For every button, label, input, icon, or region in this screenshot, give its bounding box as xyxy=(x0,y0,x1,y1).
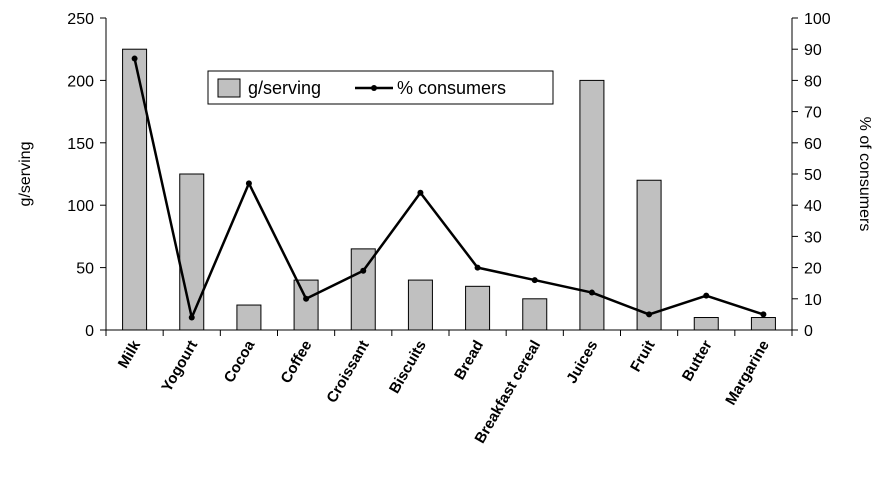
category-label: Cocoa xyxy=(221,337,259,386)
consumers-point xyxy=(588,289,595,296)
bar xyxy=(465,285,491,331)
bar xyxy=(407,279,433,331)
y-tick-label-right: 20 xyxy=(804,261,822,278)
consumers-point xyxy=(131,55,138,62)
y-tick-label-left: 250 xyxy=(67,11,94,28)
bar xyxy=(750,317,776,331)
y-tick-label-right: 60 xyxy=(804,136,822,153)
y-axis-title-right: % of consumers xyxy=(856,117,873,232)
consumers-point xyxy=(188,314,195,321)
consumers-point xyxy=(360,267,367,274)
y-tick-label-right: 100 xyxy=(804,11,831,28)
tick-labels: 0 50 100 150 200 250 0 10 20 30 40 50 60 70 80 90 100 xyxy=(67,11,831,340)
consumers-point xyxy=(417,189,424,196)
y-tick-label-right: 50 xyxy=(804,167,822,184)
bar xyxy=(293,279,319,331)
bars xyxy=(122,48,776,331)
y-tick-label-right: 80 xyxy=(804,73,822,90)
consumers-line xyxy=(131,55,767,321)
category-label: Milk xyxy=(115,337,145,371)
consumers-point xyxy=(303,295,310,302)
category-label: Bread xyxy=(451,338,487,383)
y-tick-label-right: 30 xyxy=(804,229,822,246)
consumers-point xyxy=(531,277,538,284)
bar xyxy=(522,298,548,331)
y-tick-label-left: 100 xyxy=(67,198,94,215)
y-tick-label-right: 10 xyxy=(804,292,822,309)
bar xyxy=(579,79,605,331)
y-tick-label-right: 40 xyxy=(804,198,822,215)
bar xyxy=(236,304,262,331)
category-label: Butter xyxy=(679,337,716,384)
consumers-point xyxy=(646,311,653,318)
legend-line-label: % consumers xyxy=(397,78,506,98)
y-tick-label-left: 150 xyxy=(67,136,94,153)
consumers-point xyxy=(703,292,710,299)
axes xyxy=(100,17,798,336)
consumers-point xyxy=(760,311,767,318)
legend-line-marker xyxy=(371,85,377,91)
category-labels: Milk Yogourt Cocoa Coffee Croissant Biscuits B… xyxy=(115,337,773,446)
consumers-series-line xyxy=(133,58,764,319)
consumers-point xyxy=(245,180,252,187)
legend-bar-swatch xyxy=(217,78,241,98)
y-tick-label-right: 90 xyxy=(804,42,822,59)
category-label: Biscuits xyxy=(386,338,430,397)
category-label: Margarine xyxy=(722,338,773,409)
category-label: Juices xyxy=(563,338,601,387)
category-label: Fruit xyxy=(627,337,658,374)
consumers-point xyxy=(474,264,481,271)
bar xyxy=(693,317,719,331)
y-axis-title: g/serving xyxy=(17,142,34,207)
bar xyxy=(179,173,205,331)
category-label: Coffee xyxy=(277,338,315,387)
y-tick-label-right: 0 xyxy=(804,323,813,340)
legend-bar-label: g/serving xyxy=(248,78,321,98)
y-tick-label-left: 0 xyxy=(85,323,94,340)
y-tick-label-left: 50 xyxy=(76,261,94,278)
legend: g/serving % consumers xyxy=(207,70,554,105)
bar xyxy=(350,248,376,331)
category-label: Croissant xyxy=(323,337,372,405)
bar xyxy=(636,179,662,331)
y-tick-label-left: 200 xyxy=(67,73,94,90)
y-tick-label-right: 70 xyxy=(804,105,822,122)
category-label: Yogourt xyxy=(158,337,201,394)
